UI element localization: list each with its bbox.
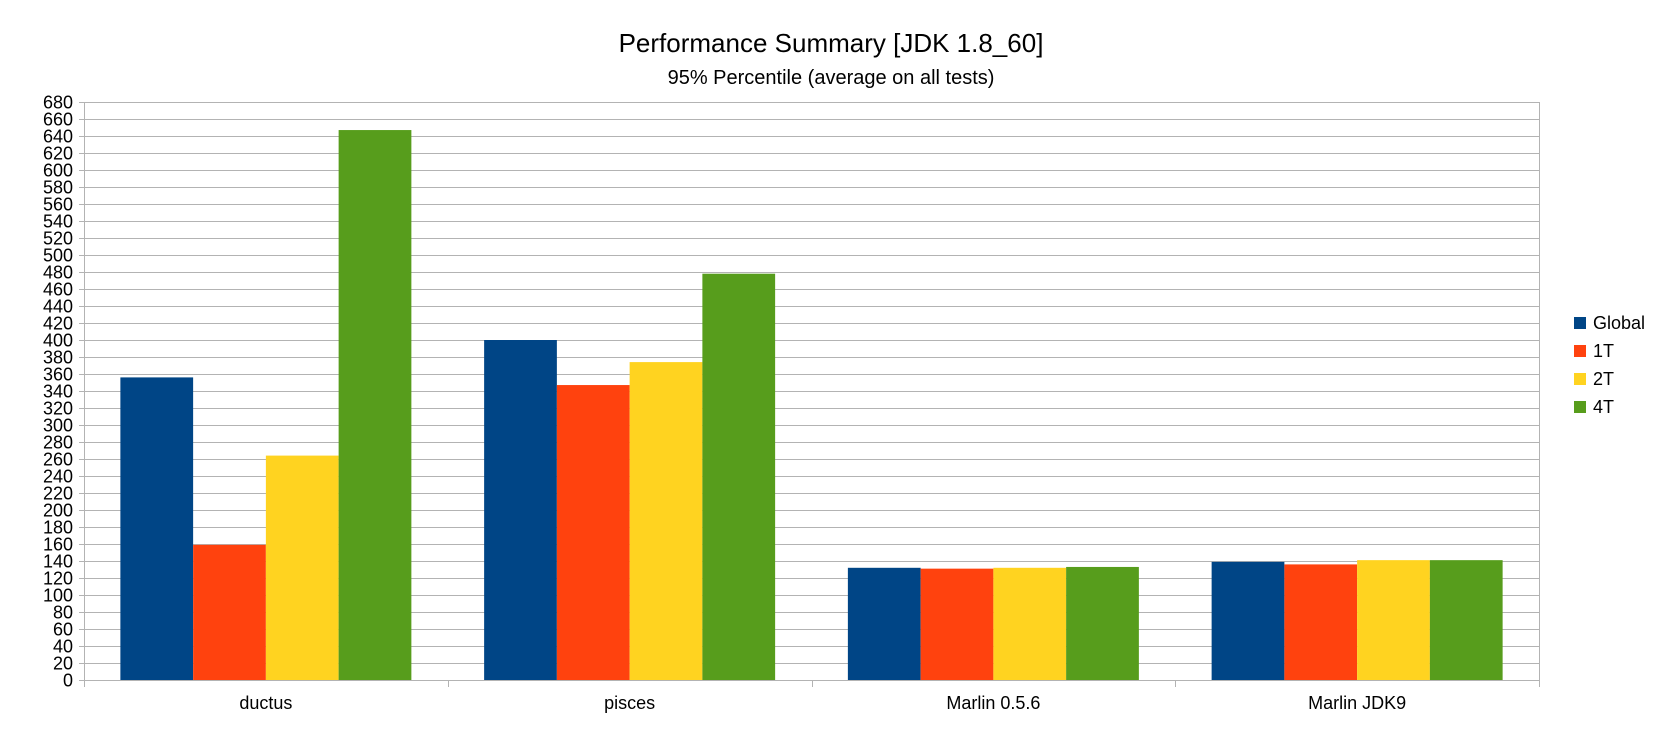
y-tick-label: 100: [43, 586, 73, 606]
y-tick-label: 140: [43, 552, 73, 572]
bar-4t-3: [1066, 566, 1139, 680]
axes: [84, 102, 1540, 687]
legend-swatch-4t: [1574, 401, 1586, 413]
bar-1t-1: [193, 544, 266, 680]
y-tick-label: 660: [43, 110, 73, 130]
y-tick-label: 300: [43, 416, 73, 436]
legend-swatch-global: [1574, 317, 1586, 329]
y-tick-label: 260: [43, 450, 73, 470]
bar-1t-2: [556, 385, 630, 680]
legend: Global 1T 2T 4T: [1574, 313, 1645, 417]
y-tick-label: 540: [43, 212, 73, 232]
y-tick-label: 80: [53, 603, 73, 623]
bar-2t-3: [993, 567, 1067, 680]
legend-label-4t: 4T: [1593, 397, 1614, 417]
bar-2t-4: [1357, 560, 1430, 680]
y-tick-label: 600: [43, 161, 73, 181]
y-tick-label: 340: [43, 382, 73, 402]
y-tick-label: 240: [43, 467, 73, 487]
y-tick-label: 40: [53, 637, 73, 657]
bar-4t-2: [702, 273, 776, 680]
x-category-label: Marlin 0.5.6: [946, 693, 1040, 713]
y-tick-label: 680: [43, 93, 73, 113]
y-tick-label: 380: [43, 348, 73, 368]
bar-4t-1: [338, 130, 412, 681]
y-tick-label: 360: [43, 365, 73, 385]
y-tick-label: 460: [43, 280, 73, 300]
y-tick-label: 200: [43, 501, 73, 521]
legend-swatch-1t: [1574, 345, 1586, 357]
x-category-label: Marlin JDK9: [1308, 693, 1406, 713]
y-tick-label: 320: [43, 399, 73, 419]
y-tick-label: 280: [43, 433, 73, 453]
bar-global-3: [847, 567, 921, 680]
chart-subtitle: 95% Percentile (average on all tests): [668, 67, 995, 89]
bar-4t-4: [1429, 560, 1503, 680]
legend-label-global: Global: [1593, 313, 1645, 333]
y-tick-label: 420: [43, 314, 73, 334]
y-tick-label: 560: [43, 195, 73, 215]
y-tick-label: 440: [43, 297, 73, 317]
y-tick-label: 480: [43, 263, 73, 283]
y-tick-label: 20: [53, 654, 73, 674]
y-tick-label: 640: [43, 127, 73, 147]
bar-2t-1: [265, 455, 339, 680]
legend-label-2t: 2T: [1593, 369, 1614, 389]
x-category-label: pisces: [604, 693, 655, 713]
bar-1t-4: [1284, 564, 1358, 680]
bar-global-2: [484, 340, 557, 680]
y-tick-label: 500: [43, 246, 73, 266]
y-tick-label: 180: [43, 518, 73, 538]
x-category-label: ductus: [239, 693, 292, 713]
x-axis-category-labels: ductus pisces Marlin 0.5.6 Marlin JDK9: [239, 693, 1406, 713]
legend-label-1t: 1T: [1593, 341, 1614, 361]
y-tick-label: 620: [43, 144, 73, 164]
y-tick-label: 580: [43, 178, 73, 198]
y-tick-label: 400: [43, 331, 73, 351]
y-tick-label: 120: [43, 569, 73, 589]
y-tick-label: 520: [43, 229, 73, 249]
y-tick-label: 60: [53, 620, 73, 640]
y-tick-label: 160: [43, 535, 73, 555]
y-tick-label: 220: [43, 484, 73, 504]
y-axis-tick-labels: 0204060801001201401601802002202402602803…: [43, 93, 73, 691]
bar-global-4: [1211, 561, 1285, 680]
y-tick-label: 0: [63, 671, 73, 691]
bar-1t-3: [920, 568, 994, 680]
bars: [120, 130, 1503, 681]
bar-2t-2: [629, 362, 703, 680]
bar-global-1: [120, 377, 194, 680]
chart-title: Performance Summary [JDK 1.8_60]: [619, 28, 1044, 58]
legend-swatch-2t: [1574, 373, 1586, 385]
